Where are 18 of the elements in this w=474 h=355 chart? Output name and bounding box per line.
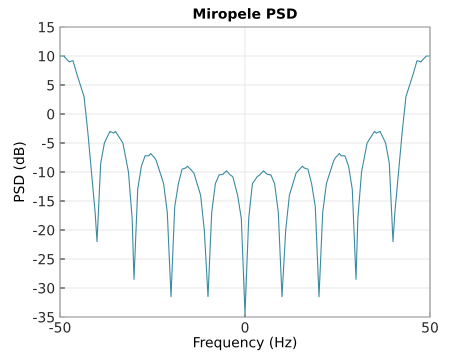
x-axis-title: Frequency (Hz)	[194, 336, 296, 350]
y-tick-label: -10	[33, 166, 54, 178]
y-tick-label: -25	[33, 254, 54, 264]
y-tick-label: -15	[33, 196, 54, 206]
y-tick-label: -30	[33, 282, 54, 294]
chart-title: Miropele PSD	[194, 8, 297, 22]
y-tick-label: 10	[38, 50, 54, 62]
x-tick-label: 0	[241, 322, 248, 333]
y-tick-label: 0	[47, 108, 54, 120]
y-tick-label: -20	[33, 224, 54, 236]
y-tick-label: 5	[47, 80, 54, 90]
y-tick-label: -5	[42, 138, 54, 148]
x-tick-label: 50	[422, 322, 438, 333]
y-tick-label: -35	[33, 312, 54, 322]
y-tick-label: 15	[38, 22, 54, 32]
x-tick-label: -50	[49, 322, 70, 333]
y-axis-title: PSD (dB)	[13, 142, 26, 202]
line-series	[60, 55, 430, 315]
